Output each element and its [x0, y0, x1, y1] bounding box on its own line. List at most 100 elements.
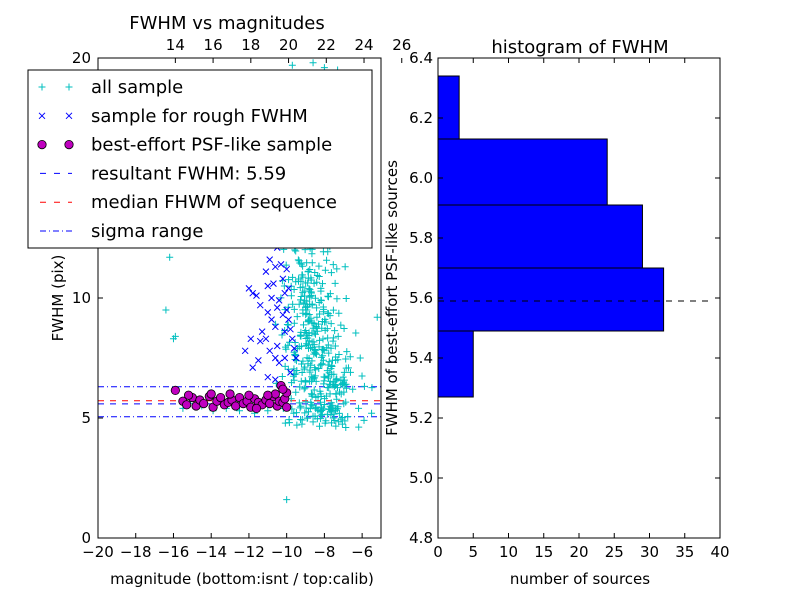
- all-sample-point: [281, 327, 289, 335]
- all-sample-point: [310, 319, 318, 327]
- legend-box: [27, 69, 373, 249]
- scatter-x-tick-label: −6: [351, 543, 373, 561]
- scatter-x-tick-label: −10: [271, 543, 303, 561]
- all-sample-point: [300, 385, 308, 393]
- all-sample-point: [315, 262, 323, 270]
- all-sample-point: [308, 357, 316, 365]
- all-sample-point: [278, 372, 286, 380]
- all-sample-point: [338, 420, 346, 428]
- scatter-x-tick-label: −20: [82, 543, 114, 561]
- all-sample-point: [326, 377, 334, 385]
- legend-marker: [65, 112, 73, 120]
- all-sample-point: [318, 411, 326, 419]
- histogram-x-tick-label: 0: [433, 543, 443, 561]
- rough-fwhm-point: [292, 354, 300, 362]
- rough-fwhm-point: [275, 359, 283, 367]
- all-sample-point: [328, 419, 336, 427]
- rough-fwhm-point: [270, 280, 277, 287]
- all-sample-point: [292, 409, 300, 417]
- psf-like-point: [263, 390, 273, 400]
- all-sample-point: [340, 325, 348, 333]
- psf-like-point: [231, 401, 241, 411]
- all-sample-point: [297, 342, 305, 350]
- psf-like-point: [183, 390, 194, 400]
- psf-like-point: [251, 403, 262, 413]
- all-sample-point: [335, 351, 343, 359]
- all-sample-point: [316, 336, 324, 344]
- histogram-bar: [437, 138, 608, 206]
- legend-marker: [64, 140, 74, 150]
- all-sample-point: [325, 384, 333, 392]
- all-sample-point: [299, 262, 307, 270]
- rough-fwhm-point: [264, 309, 272, 316]
- all-sample-point: [293, 421, 301, 429]
- all-sample-point: [299, 357, 307, 365]
- all-sample-point: [316, 361, 324, 369]
- rough-fwhm-point: [256, 337, 264, 345]
- rough-fwhm-point: [271, 354, 279, 362]
- histogram-bar: [437, 330, 474, 398]
- all-sample-point: [309, 59, 317, 67]
- all-sample-point: [340, 400, 348, 408]
- all-sample-point: [328, 408, 336, 416]
- all-sample-point: [297, 292, 305, 300]
- all-sample-point: [290, 285, 298, 293]
- scatter-y-tick-label: 20: [72, 49, 91, 67]
- scatter-y-tick-label: 5: [81, 409, 91, 427]
- scatter-y-tick-label: 0: [81, 529, 91, 547]
- scatter-top-tick-label: 22: [317, 36, 336, 54]
- scatter-top-tick-label: 26: [392, 36, 411, 54]
- rough-fwhm-point: [279, 311, 287, 319]
- rough-fwhm-point: [290, 345, 298, 352]
- scatter-top-tick-label: 14: [166, 36, 185, 54]
- scatter-top-tick-label: 16: [204, 36, 223, 54]
- scatter-x-tick-label: −14: [195, 543, 227, 561]
- all-sample-point: [332, 390, 340, 398]
- scatter-points: [162, 59, 381, 504]
- legend-label: median FHWM of sequence: [91, 192, 337, 213]
- all-sample-point: [310, 386, 318, 394]
- all-sample-point: [171, 332, 179, 340]
- all-sample-point: [301, 384, 309, 392]
- all-sample-point: [333, 295, 341, 303]
- all-sample-point: [288, 61, 296, 69]
- rough-fwhm-point: [264, 373, 272, 381]
- legend-marker: [37, 140, 47, 150]
- all-sample-point: [329, 414, 337, 422]
- histogram-y-label: FWHM of best-effort PSF-like sources: [383, 160, 401, 436]
- all-sample-point: [295, 399, 303, 407]
- all-sample-point: [311, 294, 319, 302]
- all-sample-point: [319, 352, 327, 360]
- all-sample-point: [316, 422, 324, 430]
- histogram-y-tick-label: 5.6: [409, 289, 433, 307]
- all-sample-point: [304, 267, 312, 275]
- histogram-y-tick-label: 5.4: [409, 349, 433, 367]
- legend-marker: [38, 83, 46, 91]
- legend-label: best-effort PSF-like sample: [91, 135, 332, 156]
- rough-fwhm-point: [281, 289, 289, 297]
- all-sample-point: [309, 374, 317, 382]
- psf-like-point: [282, 402, 292, 412]
- all-sample-point: [298, 271, 306, 279]
- rough-fwhm-point: [287, 325, 294, 333]
- all-sample-point: [285, 416, 293, 424]
- all-sample-point: [291, 339, 299, 347]
- all-sample-point: [321, 400, 329, 408]
- all-sample-point: [329, 261, 337, 269]
- all-sample-point: [342, 295, 350, 303]
- rough-fwhm-point: [249, 364, 257, 371]
- all-sample-point: [296, 383, 304, 391]
- all-sample-point: [332, 422, 340, 430]
- all-sample-point: [303, 414, 311, 422]
- all-sample-point: [346, 353, 354, 361]
- all-sample-point: [324, 361, 332, 369]
- all-sample-point: [282, 261, 290, 269]
- all-sample-point: [302, 279, 310, 287]
- all-sample-point: [315, 343, 323, 351]
- all-sample-point: [289, 273, 297, 281]
- all-sample-point: [293, 345, 301, 353]
- scatter-top-tick-label: 20: [279, 36, 298, 54]
- all-sample-point: [319, 280, 327, 288]
- all-sample-point: [296, 296, 304, 304]
- all-sample-point: [330, 370, 338, 378]
